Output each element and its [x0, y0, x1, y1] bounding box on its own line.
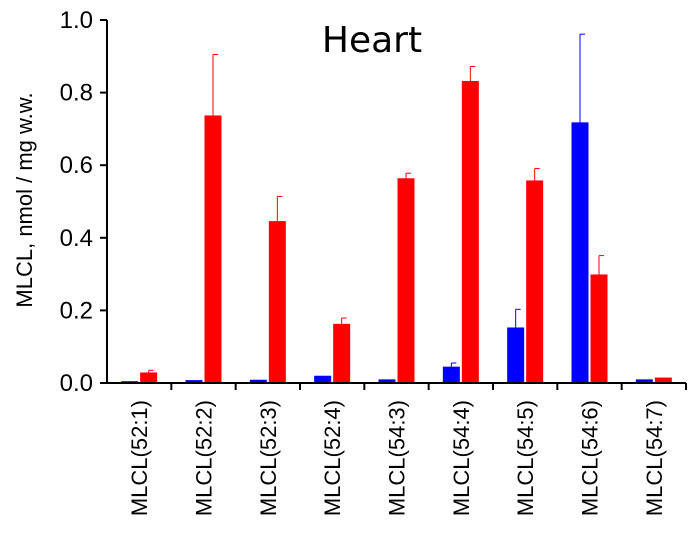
bar-series-2 — [654, 377, 672, 383]
x-category-label: MLCL(52:4) — [320, 400, 345, 516]
x-category-label: MLCL(54:7) — [642, 400, 667, 516]
y-tick-label: 0.2 — [60, 297, 93, 324]
y-tick-label: 0.0 — [60, 370, 93, 397]
plot-marks — [121, 33, 672, 384]
bar-series-2 — [204, 115, 222, 384]
bar-series-1 — [314, 375, 332, 383]
bar-series-1 — [442, 366, 460, 383]
bar-series-1 — [378, 379, 396, 383]
y-tick-label: 0.4 — [60, 225, 93, 252]
x-category-label: MLCL(54:4) — [449, 400, 474, 516]
x-category-label: MLCL(52:1) — [127, 400, 152, 516]
bar-series-1 — [249, 379, 267, 383]
bar-series-2 — [526, 180, 544, 383]
x-ticks: MLCL(52:1) MLCL(52:2) MLCL(52:3) MLCL(52:4)… — [127, 383, 687, 516]
bar-series-1 — [185, 380, 203, 383]
bar-series-2 — [590, 274, 608, 383]
y-tick-label: 0.8 — [60, 80, 93, 107]
bar-series-1 — [571, 122, 589, 383]
bar-series-1 — [507, 327, 525, 383]
bar-series-2 — [397, 178, 415, 383]
x-category-label: MLCL(54:5) — [513, 400, 538, 516]
y-axis-title: MLCL, nmol / mg w.w. — [12, 92, 37, 307]
x-category-label: MLCL(54:6) — [578, 400, 603, 516]
bar-series-2 — [140, 372, 158, 383]
y-tick-label: 1.0 — [60, 7, 93, 34]
bar-series-2 — [461, 80, 479, 383]
chart-title: Heart — [322, 20, 422, 61]
y-ticks: 0.0 0.2 0.4 0.6 0.8 1.0 — [60, 7, 107, 397]
bar-series-1 — [635, 379, 653, 383]
x-category-label: MLCL(54:3) — [385, 400, 410, 516]
y-tick-label: 0.6 — [60, 152, 93, 179]
bar-series-2 — [268, 221, 286, 383]
x-category-label: MLCL(52:3) — [256, 400, 281, 516]
x-category-label: MLCL(52:2) — [192, 400, 217, 516]
bar-series-2 — [333, 323, 351, 383]
